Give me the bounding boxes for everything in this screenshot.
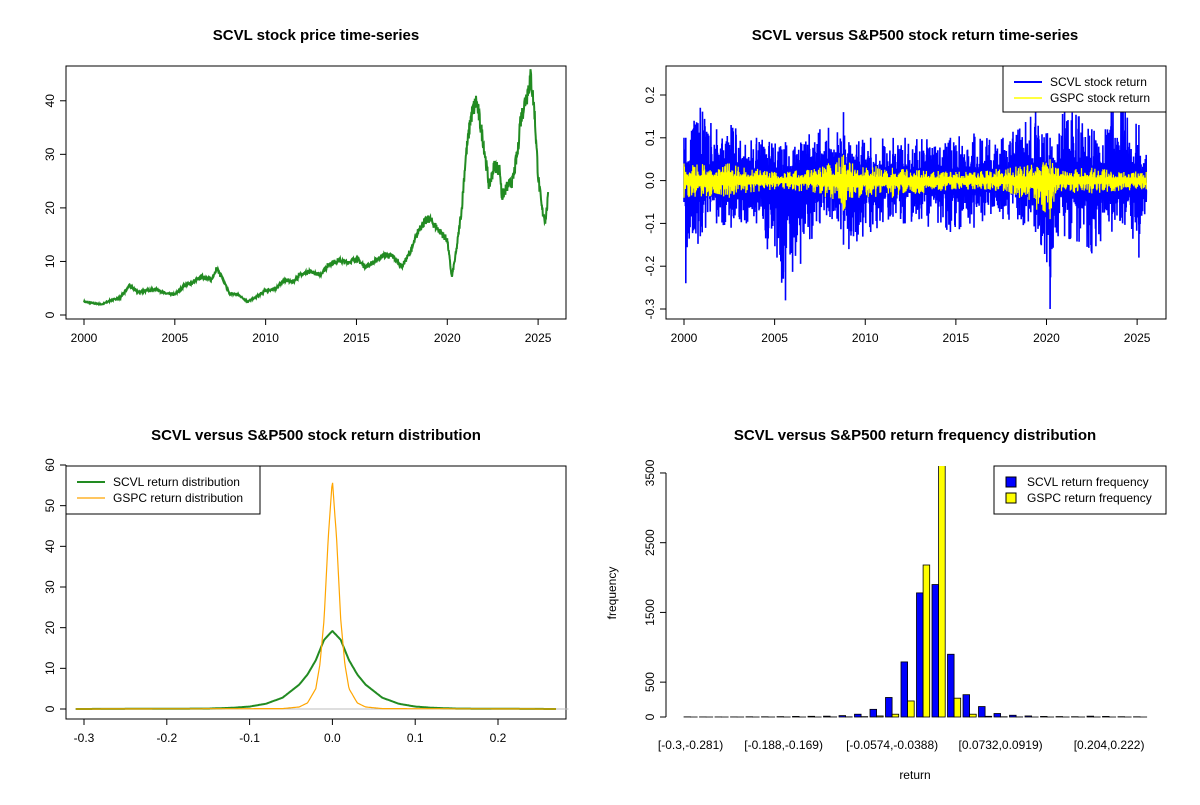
density-legend: SCVL return distribution GSPC return dist… <box>66 466 260 514</box>
gspc-frequency-bar <box>877 716 884 717</box>
scvl-frequency-bar <box>1103 716 1110 717</box>
return-ts-chart-title: SCVL versus S&P500 stock return time-ser… <box>752 27 1079 44</box>
gspc-frequency-bar <box>892 714 899 717</box>
density-y-tick-label: 10 <box>43 661 57 675</box>
frequency-chart-ylabel: frequency <box>605 567 619 620</box>
scvl-frequency-bar <box>870 709 877 717</box>
freq-y-tick-label: 500 <box>643 672 657 692</box>
frequency-chart-xlabel: return <box>899 768 930 782</box>
freq-y-tick-label: 2500 <box>643 529 657 556</box>
returnts-y-tick-label: 0.2 <box>643 86 657 103</box>
gspc-frequency-bar <box>923 565 930 717</box>
density-y-tick-label: 30 <box>43 580 57 594</box>
scvl-frequency-bar <box>793 716 800 717</box>
density-x-tick-label: -0.2 <box>156 731 177 745</box>
returnts-x-tick-label: 2025 <box>1124 331 1151 345</box>
scvl-frequency-bar <box>1041 716 1048 717</box>
price-x-tick-label: 2000 <box>71 331 98 345</box>
price-x-tick-label: 2010 <box>252 331 279 345</box>
scvl-frequency-bar <box>994 714 1001 717</box>
frequency-legend: SCVL return frequency GSPC return frequen… <box>994 466 1166 514</box>
legend-label-scvl-density: SCVL return distribution <box>113 475 240 489</box>
density-x-tick-label: -0.3 <box>74 731 95 745</box>
returnts-x-tick-label: 2005 <box>761 331 788 345</box>
price-y-tick-label: 30 <box>43 147 57 161</box>
freq-x-tick-label: [-0.188,-0.169) <box>744 738 823 752</box>
scvl-frequency-bar <box>932 585 939 717</box>
returnts-y-tick-label: -0.1 <box>643 213 657 234</box>
legend-swatch-gspc-frequency <box>1006 493 1016 503</box>
scvl-frequency-bar <box>886 697 893 717</box>
density-y-tick-label: 60 <box>43 458 57 472</box>
price-y-tick-label: 40 <box>43 94 57 108</box>
returnts-y-tick-label: 0.0 <box>643 172 657 189</box>
freq-x-tick-label: [0.204,0.222) <box>1074 738 1145 752</box>
scvl-frequency-bar <box>948 654 955 717</box>
density-y-tick-label: 0 <box>43 705 57 712</box>
freq-y-tick-label: 3500 <box>643 459 657 486</box>
freq-x-tick-label: [0.0732,0.0919) <box>959 738 1043 752</box>
price-y-tick-label: 0 <box>43 311 57 318</box>
returnts-y-tick-label: -0.2 <box>643 256 657 277</box>
gspc-frequency-bar <box>954 698 961 717</box>
price-y-tick-label: 20 <box>43 201 57 215</box>
freq-y-tick-label: 0 <box>643 713 657 720</box>
legend-label-gspc-density: GSPC return distribution <box>113 491 243 505</box>
legend-label-gspc-return: GSPC stock return <box>1050 91 1150 105</box>
scvl-frequency-bar <box>839 716 846 717</box>
density-x-tick-label: 0.2 <box>490 731 507 745</box>
scvl-frequency-bar <box>824 716 831 717</box>
return-density-chart-title: SCVL versus S&P500 stock return distribu… <box>151 427 481 444</box>
gspc-frequency-bar <box>908 701 915 717</box>
returnts-y-tick-label: 0.1 <box>643 129 657 146</box>
scvl-frequency-bar <box>808 716 815 717</box>
density-x-tick-label: -0.1 <box>239 731 260 745</box>
return-ts-legend-box <box>1003 66 1166 112</box>
returnts-x-tick-label: 2000 <box>671 331 698 345</box>
scvl-frequency-bar <box>963 695 970 717</box>
scvl-frequency-bar <box>1010 715 1017 717</box>
freq-y-tick-label: 1500 <box>643 599 657 626</box>
scvl-frequency-bar <box>855 714 862 717</box>
frequency-legend-box <box>994 466 1166 514</box>
legend-label-scvl-frequency: SCVL return frequency <box>1027 475 1149 489</box>
density-y-tick-label: 20 <box>43 621 57 635</box>
price-y-tick-label: 10 <box>43 254 57 268</box>
price-x-tick-label: 2015 <box>343 331 370 345</box>
price-x-tick-label: 2025 <box>525 331 552 345</box>
scvl-frequency-bar <box>917 593 924 717</box>
legend-swatch-scvl-frequency <box>1006 477 1016 487</box>
density-x-tick-label: 0.1 <box>407 731 424 745</box>
density-y-tick-label: 40 <box>43 539 57 553</box>
legend-label-scvl-return: SCVL stock return <box>1050 75 1147 89</box>
density-legend-box <box>66 466 260 514</box>
price-chart-title: SCVL stock price time-series <box>213 27 419 44</box>
legend-label-gspc-frequency: GSPC return frequency <box>1027 491 1152 505</box>
returnts-x-tick-label: 2010 <box>852 331 879 345</box>
scvl-frequency-bar <box>1087 716 1094 717</box>
gspc-frequency-bar <box>985 716 992 717</box>
return-frequency-chart-title: SCVL versus S&P500 return frequency dist… <box>734 427 1096 444</box>
scvl-frequency-bar <box>901 662 908 717</box>
density-x-tick-label: 0.0 <box>324 731 341 745</box>
gspc-frequency-bar <box>939 459 946 717</box>
returnts-x-tick-label: 2020 <box>1033 331 1060 345</box>
density-y-tick-label: 50 <box>43 499 57 513</box>
price-x-tick-label: 2005 <box>161 331 188 345</box>
freq-x-tick-label: [-0.0574,-0.0388) <box>846 738 938 752</box>
returnts-x-tick-label: 2015 <box>943 331 970 345</box>
scvl-frequency-bar <box>979 707 986 717</box>
freq-x-tick-label: [-0.3,-0.281) <box>658 738 723 752</box>
return-ts-legend: SCVL stock return GSPC stock return <box>1003 66 1166 112</box>
returnts-y-tick-label: -0.3 <box>643 298 657 319</box>
gspc-frequency-bar <box>970 714 977 717</box>
scvl-frequency-bar <box>1025 716 1032 717</box>
price-x-tick-label: 2020 <box>434 331 461 345</box>
